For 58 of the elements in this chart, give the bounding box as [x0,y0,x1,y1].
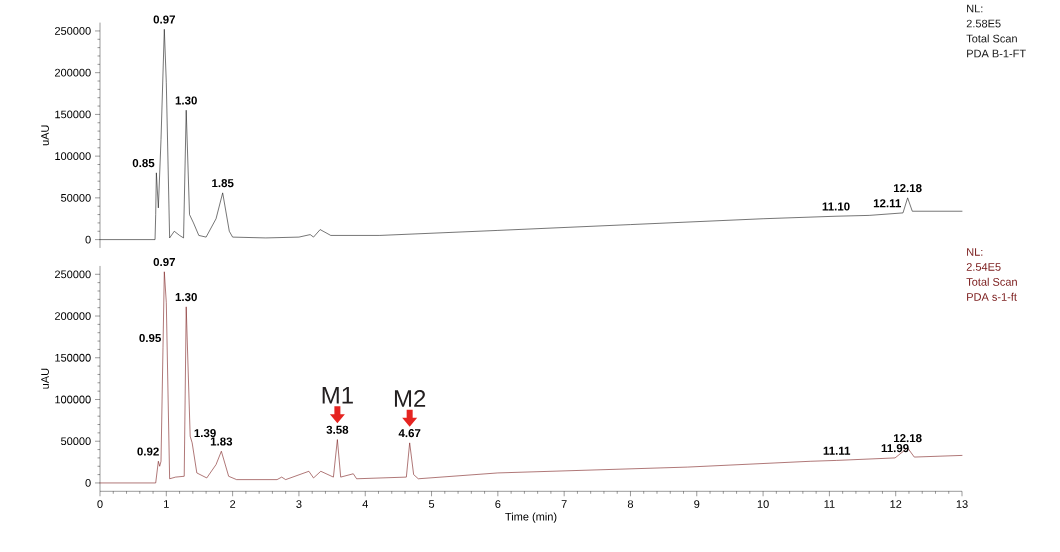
y-tick-label: 150000 [55,110,91,119]
annotation: 1.30 [175,292,197,302]
x-axis-title: Time (min) [505,512,557,523]
annotation: 3.58 [326,425,349,434]
y-tick-label: 200000 [54,312,91,320]
y-tick-label: 150000 [55,353,91,362]
text: PDA B-1-FT [967,49,1026,58]
y-tick-label: 50000 [61,437,91,446]
x-tick-label: 11 [824,500,835,508]
annotation: 0.92 [137,447,159,456]
y-tick-label: 100000 [55,395,91,404]
x-tick-label: 5 [428,500,435,508]
y-axis-title: uAU [41,125,49,146]
y-tick-label: 0 [85,479,91,487]
x-tick-label: 10 [757,500,769,508]
y-tick-label: 250000 [54,27,91,35]
x-tick-label: 9 [694,500,700,508]
text: Total Scan [966,277,1017,286]
text: PDA s-1-ft [967,292,1017,301]
annotation: 1.83 [210,437,233,446]
text: NL: [967,248,983,256]
y-tick-label: 0 [85,235,91,244]
y-axis-title: uAU [41,368,49,389]
annotation: 11.99 [881,444,909,453]
y-tick-label: 200000 [54,68,91,77]
x-tick-label: 6 [495,500,501,508]
x-tick-label: 7 [561,500,567,508]
x-tick-label: 3 [296,500,302,508]
annotation: M2 [394,390,426,407]
annotation: 1.85 [212,179,234,188]
annotation: 0.95 [139,333,161,343]
annotation: 0.97 [153,257,175,267]
x-tick-label: 1 [164,500,169,508]
annotation: M1 [322,386,353,404]
x-tick-label: 4 [362,500,368,508]
text: 2.54E5 [966,263,1001,271]
x-tick-label: 0 [97,500,103,508]
annotation: 12.11 [873,199,901,208]
x-tick-label: 2 [230,500,236,508]
x-tick-label: 13 [956,500,968,508]
y-tick-label: 100000 [55,152,91,161]
annotation: 1.39 [194,429,216,438]
text: 2.58E5 [966,19,1001,28]
text: NL: [967,4,983,13]
text: Total Scan [966,34,1017,43]
annotation: 1.30 [175,96,197,105]
annotation: 12.18 [893,434,922,443]
y-tick-label: 50000 [61,193,91,202]
annotation: 4.67 [398,429,421,438]
annotation: 11.11 [823,446,851,455]
annotation: 0.97 [153,15,175,24]
annotation: 11.10 [822,202,850,211]
x-tick-label: 12 [890,500,902,508]
annotation: 12.18 [893,184,922,193]
y-tick-label: 250000 [54,270,91,279]
x-tick-label: 8 [627,500,634,508]
annotation: 0.85 [132,158,155,168]
line-series [99,271,963,484]
